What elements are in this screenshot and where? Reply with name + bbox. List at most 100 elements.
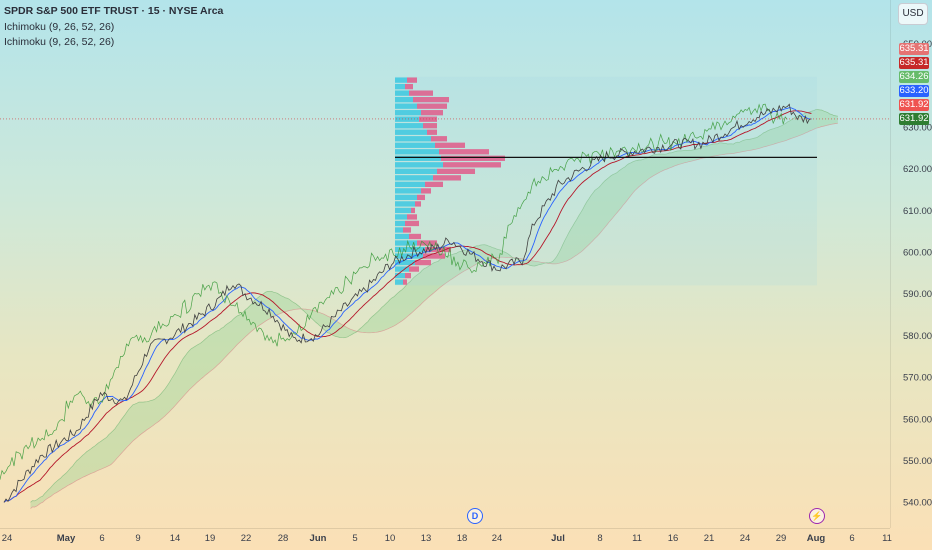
volume-profile-bar <box>395 103 417 109</box>
x-axis-tick-label: 24 <box>740 533 751 544</box>
tenkan-sen-line <box>3 107 812 503</box>
split-event-icon[interactable]: ⚡ <box>809 508 825 524</box>
y-axis-separator <box>890 0 891 528</box>
currency-button[interactable]: USD <box>898 3 928 25</box>
x-axis-separator <box>0 528 890 529</box>
y-axis-tick-label: 620.00 <box>903 164 932 175</box>
volume-profile-bar <box>395 227 403 233</box>
volume-profile-bar <box>431 136 447 142</box>
volume-profile-bar <box>435 142 465 148</box>
x-axis-tick-label: 8 <box>597 533 602 544</box>
volume-profile-bar <box>395 201 415 207</box>
price-badge: 631.92 <box>899 113 929 125</box>
y-axis-tick-label: 560.00 <box>903 414 932 425</box>
volume-profile-bar <box>395 207 411 214</box>
x-axis-tick-label: 11 <box>632 533 642 544</box>
volume-profile-bar <box>395 97 413 103</box>
volume-profile-bar <box>395 266 409 272</box>
volume-profile-bar <box>405 83 413 90</box>
price-badge: 633.20 <box>899 85 929 97</box>
volume-profile-bar <box>395 136 431 142</box>
volume-profile-bar <box>417 103 447 109</box>
chart-title[interactable]: SPDR S&P 500 ETF TRUST · 15 · NYSE Arca <box>4 5 224 17</box>
y-axis-tick-label: 610.00 <box>903 206 932 217</box>
volume-profile-bar <box>425 246 451 253</box>
volume-profile-bar <box>395 246 425 253</box>
x-axis-tick-label: May <box>57 533 76 544</box>
y-axis-tick-label: 570.00 <box>903 373 932 384</box>
volume-profile-bar <box>415 259 431 266</box>
price-badge: 631.92 <box>899 99 929 111</box>
volume-profile-bar <box>421 188 431 194</box>
volume-profile-bar <box>405 220 419 227</box>
x-axis-tick-label: 5 <box>352 533 357 544</box>
senkou-span-b-line <box>30 122 838 509</box>
dividend-event-icon[interactable]: D <box>467 508 483 524</box>
volume-profile-bar <box>415 201 421 207</box>
volume-profile-bar <box>395 272 405 279</box>
x-axis-tick-label: Aug <box>807 533 826 544</box>
volume-profile-bar <box>417 194 425 201</box>
volume-profile-bar <box>419 116 437 122</box>
y-axis-tick-label: 600.00 <box>903 248 932 259</box>
volume-profile-bar <box>395 175 433 181</box>
volume-profile-bar <box>395 129 427 135</box>
volume-profile-range <box>395 76 817 286</box>
volume-profile-bar <box>395 110 421 116</box>
x-axis-tick-label: 24 <box>2 533 13 544</box>
y-axis-tick-label: 550.00 <box>903 456 932 467</box>
volume-profile-bar <box>403 227 411 233</box>
volume-profile-bar <box>441 155 505 161</box>
volume-profile-bar <box>411 207 415 214</box>
volume-profile-bar <box>425 181 443 188</box>
volume-profile-bar <box>403 279 407 285</box>
volume-profile-bar <box>395 142 435 148</box>
x-axis-tick-label: 11 <box>882 533 892 544</box>
volume-profile-bar <box>433 175 461 181</box>
senkou-span-a-line <box>30 109 838 503</box>
indicator-legend-2[interactable]: Ichimoku (9, 26, 52, 26) <box>4 36 115 48</box>
volume-profile-bar <box>439 149 489 155</box>
indicator-legend-1[interactable]: Ichimoku (9, 26, 52, 26) <box>4 21 115 33</box>
volume-profile-bar <box>427 129 437 135</box>
volume-profile-bar <box>395 162 443 168</box>
volume-profile-bar <box>409 266 419 272</box>
volume-profile-bar <box>395 77 407 83</box>
volume-profile-bar <box>395 233 409 240</box>
volume-profile-bar <box>421 110 443 116</box>
volume-profile-bar <box>395 90 409 96</box>
volume-profile-bar <box>413 97 449 103</box>
volume-profile-bar <box>443 162 501 168</box>
x-axis-tick-label: 19 <box>205 533 216 544</box>
y-axis-tick-label: 580.00 <box>903 331 932 342</box>
volume-profile-bar <box>395 149 439 155</box>
volume-profile-bar <box>395 181 425 188</box>
x-axis-tick-label: 9 <box>135 533 140 544</box>
x-axis-tick-label: 13 <box>421 533 432 544</box>
x-axis-tick-label: 16 <box>668 533 679 544</box>
volume-profile-bar <box>395 259 415 266</box>
volume-profile-bar <box>417 240 437 246</box>
volume-profile-bar <box>437 168 475 174</box>
volume-profile-bar <box>395 83 405 90</box>
x-axis-tick-label: 28 <box>278 533 289 544</box>
x-axis-tick-label: 21 <box>704 533 715 544</box>
kijun-sen-line <box>3 110 812 503</box>
x-axis-tick-label: Jun <box>310 533 327 544</box>
x-axis-tick-label: Jul <box>551 533 565 544</box>
volume-profile-bar <box>395 214 407 220</box>
volume-profile-bar <box>395 188 421 194</box>
y-axis-tick-label: 590.00 <box>903 289 932 300</box>
x-axis-tick-label: 24 <box>492 533 503 544</box>
y-axis-tick-label: 630.00 <box>903 122 932 133</box>
chikou-span-line <box>0 103 788 480</box>
x-axis-tick-label: 6 <box>849 533 854 544</box>
x-axis-tick-label: 6 <box>99 533 104 544</box>
volume-profile-bar <box>395 168 437 174</box>
y-axis-tick-label: 540.00 <box>903 498 932 509</box>
volume-profile-bar <box>409 90 433 96</box>
volume-profile-bar <box>395 155 441 161</box>
x-axis-tick-label: 10 <box>385 533 396 544</box>
volume-profile-bar <box>395 220 405 227</box>
